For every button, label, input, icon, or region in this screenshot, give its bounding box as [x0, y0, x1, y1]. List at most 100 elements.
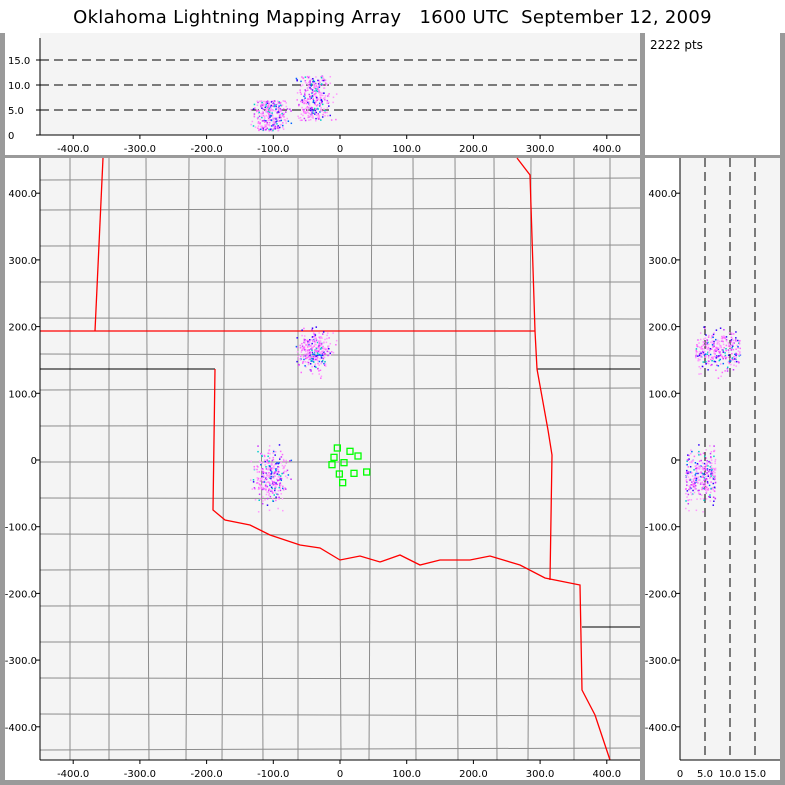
- source-point: [298, 358, 300, 360]
- source-point: [272, 481, 274, 483]
- source-point: [277, 466, 280, 468]
- source-point: [261, 471, 264, 473]
- source-point-side: [709, 466, 712, 468]
- source-point: [304, 361, 306, 363]
- source-point: [325, 341, 328, 344]
- source-point-altitude: [277, 111, 279, 113]
- source-point-side: [713, 500, 715, 503]
- source-point-altitude: [319, 99, 322, 102]
- source-point-altitude: [304, 90, 307, 92]
- source-point: [268, 482, 271, 485]
- source-point-altitude: [278, 109, 280, 111]
- source-point-altitude: [277, 120, 280, 123]
- source-point: [312, 355, 315, 358]
- source-point-side: [706, 486, 708, 489]
- source-point-altitude: [316, 98, 319, 100]
- source-point-side: [701, 488, 703, 491]
- source-point-side: [694, 486, 696, 489]
- x-tick-label: 5.0: [697, 769, 713, 780]
- source-point-side: [727, 354, 730, 356]
- source-point: [283, 470, 286, 473]
- source-point: [258, 486, 260, 489]
- source-point: [314, 365, 316, 368]
- source-point: [320, 344, 322, 346]
- source-point: [268, 492, 271, 495]
- source-point: [322, 356, 325, 359]
- source-point-side: [690, 499, 693, 501]
- source-point-side: [735, 340, 737, 342]
- source-point-side: [710, 337, 713, 339]
- source-point-altitude: [327, 95, 330, 98]
- source-point-altitude: [309, 80, 311, 82]
- source-point-side: [692, 489, 694, 492]
- source-point: [313, 335, 315, 338]
- source-point: [319, 343, 321, 345]
- source-point-side: [710, 364, 712, 367]
- source-point: [271, 459, 274, 462]
- source-point-altitude: [310, 88, 312, 90]
- source-point-side: [705, 488, 707, 490]
- source-point-altitude: [268, 102, 270, 105]
- source-point: [276, 483, 278, 486]
- source-point-side: [691, 481, 693, 483]
- source-point-side: [714, 458, 717, 461]
- source-point: [276, 468, 278, 471]
- source-point: [315, 355, 318, 357]
- source-point-altitude: [281, 112, 284, 114]
- source-point: [311, 339, 313, 341]
- source-point: [308, 342, 311, 344]
- source-point: [321, 360, 323, 363]
- source-point: [278, 498, 280, 500]
- source-point: [275, 499, 277, 502]
- county-line: [39, 567, 641, 571]
- source-point-altitude: [318, 79, 320, 82]
- source-point-side: [703, 479, 706, 481]
- source-point-side: [686, 469, 688, 472]
- source-point: [317, 367, 319, 370]
- source-point-side: [697, 355, 699, 357]
- source-point-side: [717, 348, 720, 350]
- source-point-side: [713, 342, 715, 344]
- source-point-side: [714, 497, 717, 500]
- source-point: [284, 475, 287, 477]
- source-point-side: [720, 337, 723, 340]
- source-point-altitude: [309, 109, 312, 112]
- source-point-altitude: [311, 114, 314, 117]
- source-point-altitude: [275, 120, 277, 123]
- source-point: [301, 349, 303, 352]
- source-point-altitude: [321, 100, 323, 103]
- source-point-altitude: [253, 103, 256, 106]
- source-point-side: [698, 444, 700, 446]
- source-point-side: [702, 351, 705, 354]
- source-point: [308, 344, 310, 346]
- source-point: [263, 471, 266, 474]
- source-point: [269, 489, 272, 491]
- source-point-side: [738, 355, 741, 357]
- source-point-side: [697, 479, 700, 481]
- source-point: [296, 360, 298, 363]
- source-point: [280, 493, 282, 495]
- source-point-side: [687, 493, 690, 496]
- source-point: [279, 457, 281, 459]
- source-point: [311, 365, 313, 368]
- source-point-side: [699, 465, 701, 468]
- source-point-altitude: [308, 84, 311, 86]
- source-point-altitude: [295, 77, 298, 80]
- source-point: [249, 479, 252, 481]
- source-point-altitude: [329, 75, 332, 78]
- source-point-side: [703, 469, 706, 471]
- source-point: [317, 347, 319, 350]
- source-point-side: [702, 344, 705, 346]
- source-point-side: [694, 480, 697, 483]
- source-point-altitude: [324, 96, 326, 99]
- source-point: [268, 449, 271, 451]
- source-point: [318, 336, 321, 339]
- source-point-side: [724, 355, 726, 358]
- source-point-altitude: [311, 92, 313, 95]
- source-point: [323, 351, 325, 353]
- source-point: [264, 459, 266, 461]
- source-point-altitude: [263, 117, 266, 119]
- source-point-side: [690, 449, 692, 451]
- source-point: [270, 468, 273, 471]
- source-point: [307, 343, 309, 345]
